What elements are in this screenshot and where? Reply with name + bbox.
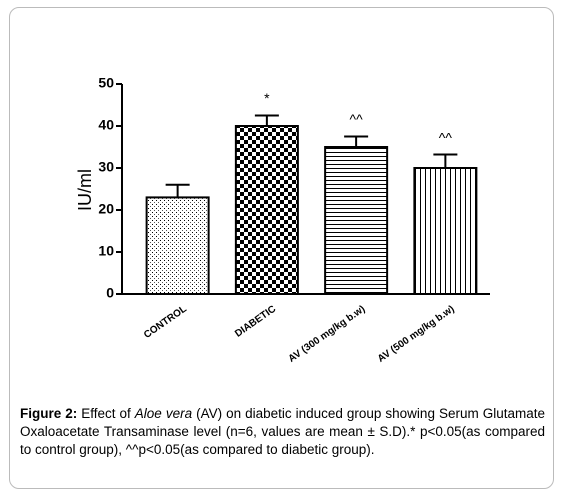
- annotation: ^^: [439, 129, 453, 145]
- y-tick-label: 30: [98, 159, 114, 175]
- error-bar: [165, 183, 190, 198]
- y-tick-label: 10: [98, 243, 114, 259]
- bar: [145, 196, 210, 295]
- annotation: ^^: [350, 111, 364, 127]
- figure-frame: [9, 7, 554, 489]
- y-tick-label: 40: [98, 117, 114, 133]
- caption-text: Effect of: [77, 406, 135, 421]
- y-tick-label: 50: [98, 75, 114, 91]
- x-tick-label: AV (500 mg/kg b.w): [376, 304, 457, 365]
- bar: [324, 146, 389, 295]
- error-bar: [344, 135, 369, 147]
- y-axis-label: IU/ml: [75, 169, 95, 211]
- x-tick-label: CONTROL: [142, 304, 189, 341]
- y-tick-label: 20: [98, 201, 114, 217]
- caption: Figure 2: Effect of Aloe vera (AV) on di…: [20, 405, 545, 459]
- error-bar: [433, 153, 458, 168]
- error-bar: [254, 114, 279, 126]
- x-tick-label: AV (300 mg/kg b.w): [287, 304, 368, 365]
- x-tick-label: DIABETIC: [233, 304, 278, 340]
- caption-label: Figure 2:: [20, 406, 78, 421]
- bar: [234, 125, 299, 295]
- annotation: *: [264, 90, 270, 106]
- y-tick-label: 0: [106, 285, 114, 301]
- bar: [413, 167, 478, 295]
- caption-text: (AV) on diabetic induced group showing S…: [20, 406, 545, 457]
- caption-italic: Aloe vera: [134, 406, 193, 421]
